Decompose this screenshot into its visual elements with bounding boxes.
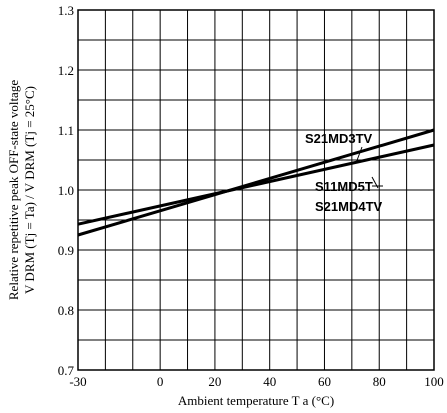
- plot-frame: [77, 9, 435, 371]
- leader-line-s21md3tv: [355, 146, 363, 164]
- x-tick-label: 40: [263, 374, 276, 389]
- x-tick-label: 100: [424, 374, 444, 389]
- x-tick-labels: -30 0 20 40 60 80 100: [69, 374, 443, 389]
- series-line-1: [77, 143, 435, 226]
- series-layer: [77, 128, 435, 237]
- x-tick-label: 80: [373, 374, 386, 389]
- y-tick-label: 0.9: [58, 243, 74, 258]
- y-tick-label: 1.3: [58, 3, 74, 18]
- y-axis-title-line2: V DRM (Tj = Ta) / V DRM (Tj = 25°C): [22, 86, 37, 294]
- x-tick-label: 0: [157, 374, 164, 389]
- series-label-s11md5t: S11MD5T: [315, 179, 373, 194]
- series-line-0: [77, 128, 435, 237]
- y-tick-label: 0.8: [58, 303, 74, 318]
- series-label-s21md3tv: S21MD3TV: [305, 131, 373, 146]
- x-tick-label: 20: [208, 374, 221, 389]
- grid: [78, 10, 434, 370]
- x-tick-label: -30: [69, 374, 86, 389]
- y-tick-label: 1.1: [58, 123, 74, 138]
- label-leader-lines: [355, 146, 383, 189]
- x-tick-label: 60: [318, 374, 331, 389]
- series-label-s21md4tv: S21MD4TV: [315, 199, 383, 214]
- y-axis-title: Relative repetitive peak OFF-state volta…: [6, 80, 37, 300]
- y-tick-label: 0.7: [58, 363, 75, 378]
- y-tick-label: 1.0: [58, 183, 74, 198]
- y-tick-labels: 0.7 0.8 0.9 1.0 1.1 1.2 1.3: [58, 3, 75, 378]
- y-tick-label: 1.2: [58, 63, 74, 78]
- y-axis-title-line1: Relative repetitive peak OFF-state volta…: [6, 80, 21, 300]
- x-axis-title: Ambient temperature T a (°C): [178, 393, 334, 408]
